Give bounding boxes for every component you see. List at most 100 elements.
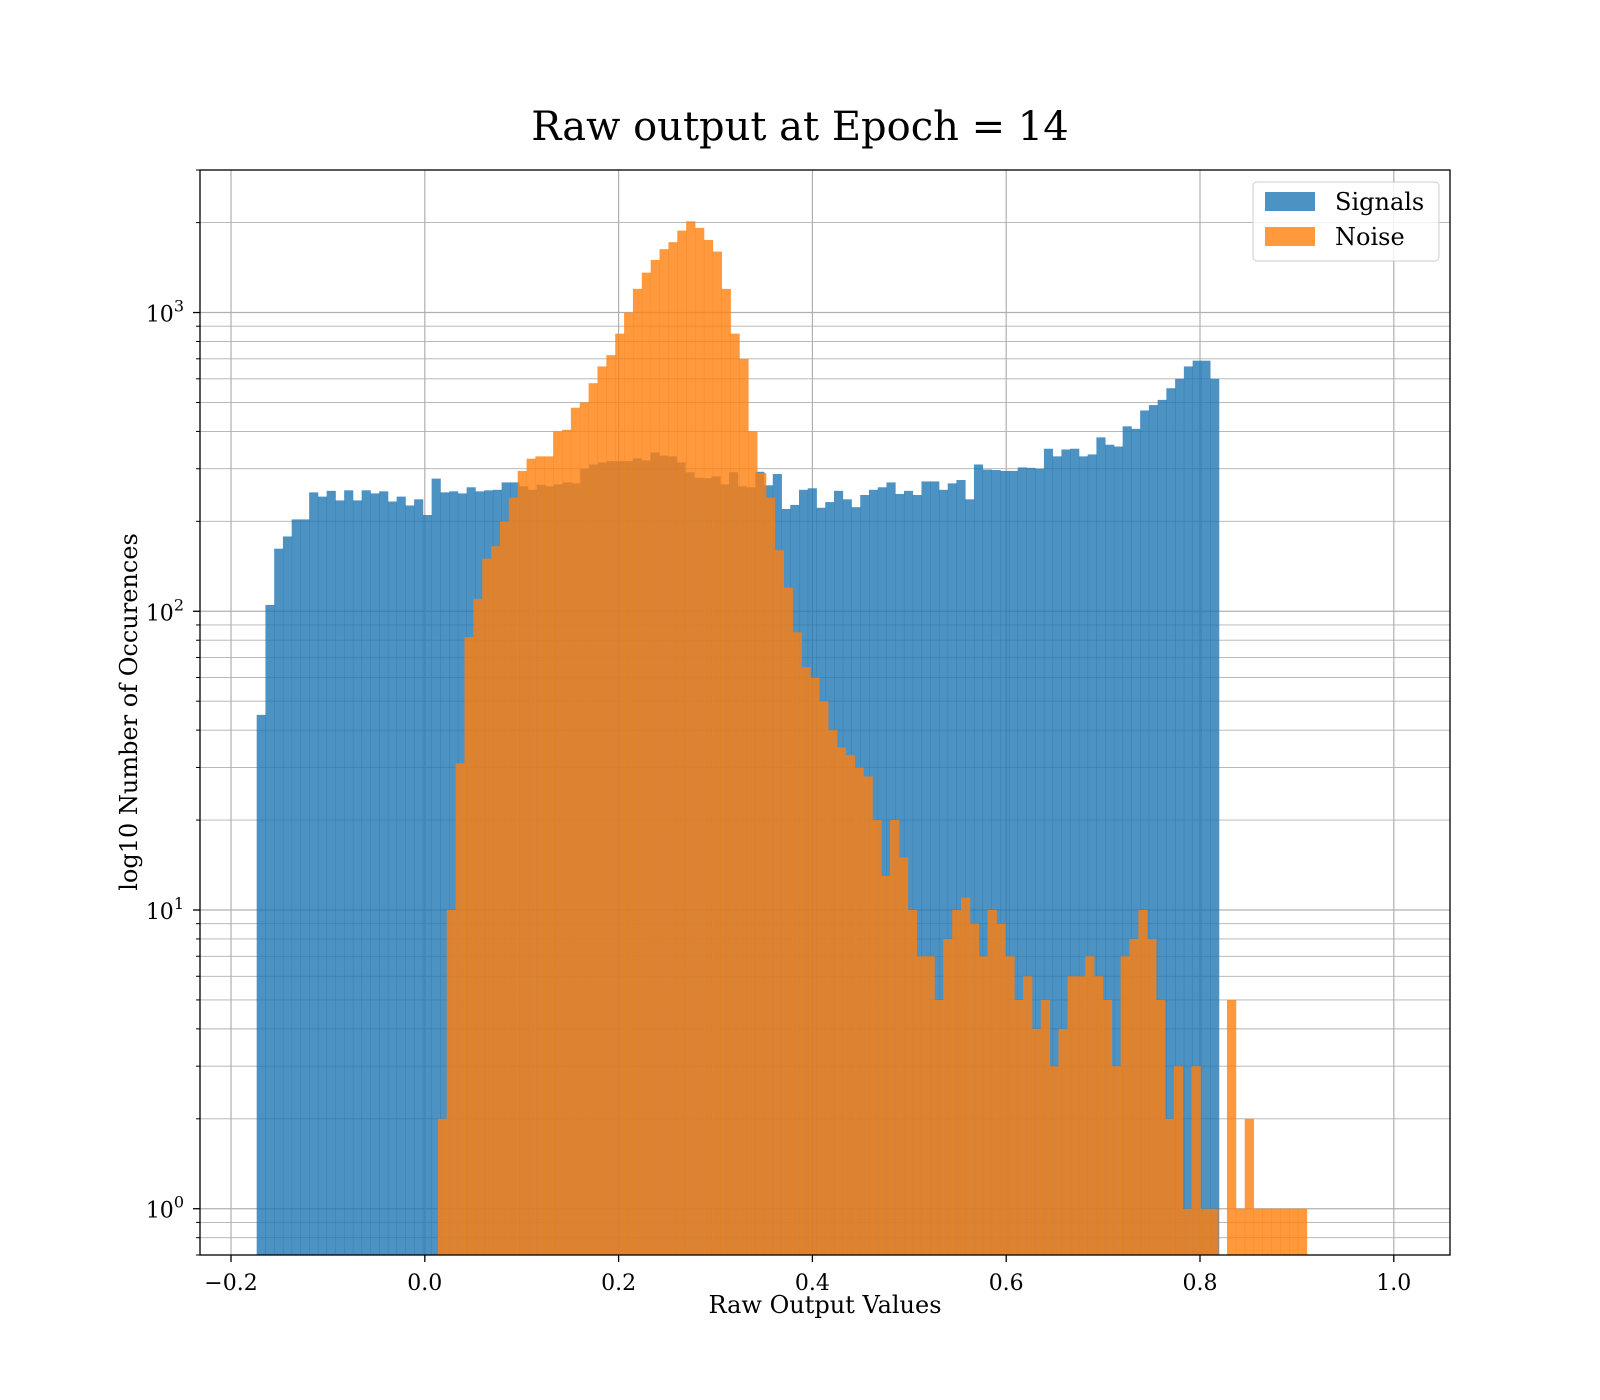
histogram-bar: [973, 464, 984, 1255]
histogram-bar: [1175, 378, 1185, 1255]
x-tick-label: 0.0: [407, 1271, 442, 1296]
histogram-bar: [819, 701, 829, 1255]
x-tick-label: 0.2: [601, 1271, 636, 1296]
histogram-bar: [562, 429, 572, 1255]
histogram-bar: [1131, 428, 1141, 1255]
histogram-bar: [938, 489, 949, 1255]
histogram-bar: [1140, 410, 1150, 1255]
histogram-bar: [1014, 999, 1024, 1255]
histogram-bar: [828, 730, 838, 1255]
histogram-bar: [535, 456, 545, 1255]
histogram-bar: [969, 923, 980, 1255]
histogram-bar: [877, 487, 887, 1255]
histogram-bar: [1173, 1066, 1184, 1255]
histogram-bar: [265, 604, 275, 1255]
plot-frame: [199, 169, 1451, 1256]
histogram-bar: [282, 536, 293, 1255]
histogram-bar: [1182, 1208, 1192, 1255]
histogram-bar: [1271, 1208, 1281, 1255]
histogram-bar: [907, 909, 918, 1255]
histogram-bar: [960, 897, 971, 1255]
histogram-bar: [414, 499, 424, 1255]
histogram-bar: [1200, 1208, 1210, 1255]
legend-swatch-signals: [1265, 192, 1315, 211]
histogram-bar: [801, 667, 811, 1255]
histogram-bar: [570, 407, 581, 1255]
histogram-bar: [473, 598, 483, 1255]
histogram-bar: [991, 470, 1001, 1255]
histogram-bar: [499, 521, 510, 1255]
histogram-bar: [1040, 999, 1051, 1255]
histogram-bar: [344, 490, 354, 1255]
histogram-bar: [872, 820, 882, 1255]
histogram-bar: [606, 355, 616, 1255]
legend-label-signals: Signals: [1335, 188, 1424, 216]
histogram-bar: [730, 333, 740, 1255]
histogram-bar: [1105, 444, 1115, 1255]
histogram-bar: [721, 288, 731, 1255]
histogram-bar: [712, 251, 723, 1256]
y-axis-ticks: 100 101 102 103: [146, 169, 200, 1256]
histogram-bar: [677, 230, 687, 1255]
histogram-bar: [912, 495, 922, 1255]
y-tick-label: 101: [146, 894, 184, 925]
x-tick-label: 0.6: [989, 1271, 1024, 1296]
histogram-bar: [1191, 1066, 1201, 1255]
histogram-bar: [464, 637, 474, 1255]
histogram-bar: [1005, 956, 1015, 1255]
histogram-bar: [1157, 399, 1167, 1256]
histogram-bar: [916, 956, 926, 1255]
histogram-bar: [898, 857, 909, 1255]
histogram-bar: [615, 333, 625, 1255]
histogram-bar: [387, 501, 398, 1255]
histogram-bar: [455, 763, 465, 1255]
histogram-bar: [1102, 999, 1113, 1255]
histogram-bar: [695, 227, 705, 1256]
histogram-bar: [1156, 999, 1166, 1255]
histogram-bar: [1087, 454, 1097, 1255]
histogram-bar: [1035, 468, 1045, 1255]
histogram-bar: [300, 519, 310, 1255]
chart-title: Raw output at Epoch = 14: [531, 104, 1068, 150]
histogram-bar: [335, 500, 345, 1255]
histogram-bar: [431, 478, 441, 1255]
histogram-bar: [1192, 360, 1202, 1255]
histogram-bar: [1164, 1118, 1175, 1255]
histogram-bar: [1052, 456, 1062, 1255]
histogram-bar: [982, 469, 992, 1256]
histogram-bar: [1280, 1208, 1290, 1255]
x-axis-ticks: −0.2 0.0 0.2 0.4 0.6 0.8 1.0: [204, 1255, 1411, 1296]
histogram-bar: [1183, 366, 1194, 1256]
histogram-bar: [1085, 956, 1095, 1255]
histogram-bar: [317, 496, 328, 1255]
histogram-bar: [1067, 976, 1077, 1255]
histogram-bar: [952, 909, 962, 1255]
histogram-bar: [943, 938, 953, 1255]
legend: Signals Noise: [1252, 181, 1440, 262]
histogram-bar: [508, 497, 519, 1255]
histogram-bar: [1226, 999, 1237, 1255]
histogram-bar: [370, 493, 380, 1255]
histogram-bar: [352, 500, 363, 1255]
histogram-bar: [930, 481, 940, 1255]
histogram-bar: [650, 259, 660, 1256]
histogram-bar: [517, 470, 527, 1255]
histogram-bar: [1076, 976, 1086, 1255]
histogram-bar: [624, 312, 634, 1255]
histogram-bar: [1023, 976, 1033, 1255]
histogram-bar: [925, 956, 935, 1255]
histogram-bar: [1078, 456, 1089, 1255]
histogram-bar: [668, 242, 678, 1256]
series-noise-bars: [437, 221, 1308, 1256]
histogram-bar: [903, 490, 914, 1256]
histogram-bar: [641, 272, 652, 1255]
histogram-bar: [854, 767, 864, 1255]
histogram-bar: [863, 776, 873, 1255]
histogram-bar: [1262, 1208, 1272, 1255]
histogram-bar: [1129, 938, 1139, 1255]
histogram-bar: [881, 875, 891, 1255]
histogram-bars: [256, 221, 1308, 1256]
histogram-bar: [256, 714, 266, 1255]
histogram-bar: [449, 491, 459, 1255]
histogram-bar: [1253, 1208, 1263, 1255]
